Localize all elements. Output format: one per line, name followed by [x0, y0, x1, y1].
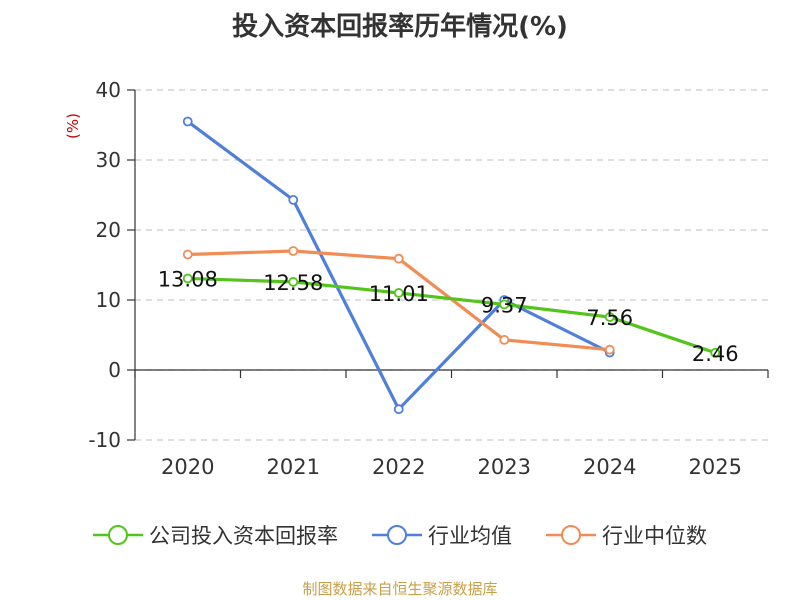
legend-label: 行业均值 — [428, 524, 512, 548]
legend: 公司投入资本回报率 行业均值 行业中位数 — [0, 520, 800, 550]
x-tick-label: 2025 — [689, 455, 742, 479]
data-label: 13.08 — [158, 267, 218, 291]
legend-item-industry-mean[interactable]: 行业均值 — [372, 520, 512, 550]
series-line — [186, 120, 611, 411]
data-point — [710, 347, 721, 358]
data-point — [499, 299, 510, 310]
legend-swatch-blue — [372, 525, 422, 545]
source-note: 制图数据来自恒生聚源数据库 — [302, 580, 498, 598]
legend-item-company[interactable]: 公司投入资本回报率 — [93, 520, 338, 550]
data-point — [393, 253, 404, 264]
y-tick-label: -10 — [88, 428, 121, 452]
legend-item-industry-median[interactable]: 行业中位数 — [546, 520, 707, 550]
data-point — [604, 312, 615, 322]
data-label: 9.37 — [481, 293, 528, 317]
legend-swatch-green — [93, 525, 143, 545]
data-point — [393, 288, 404, 298]
data-point — [288, 246, 299, 256]
axes: -10 0 10 20 30 40 2020 2021 2022 2023 2024 2025 (%) — [64, 78, 769, 479]
data-point — [288, 194, 299, 205]
legend-swatch-orange — [546, 525, 596, 545]
data-point — [182, 249, 193, 260]
data-point — [499, 334, 510, 345]
y-tick-label: 20 — [96, 218, 121, 242]
series-line — [187, 276, 716, 355]
data-label: 11.01 — [369, 282, 429, 306]
grid-lines — [135, 89, 768, 441]
data-point — [288, 277, 299, 287]
y-tick-label: 40 — [96, 78, 121, 102]
data-point — [182, 116, 193, 127]
x-tick-label: 2020 — [161, 455, 214, 479]
x-tick-label: 2024 — [583, 455, 636, 479]
data-label: 12.58 — [263, 271, 323, 295]
y-tick-label: 30 — [96, 148, 121, 172]
x-tick-label: 2021 — [267, 455, 320, 479]
x-tick-label: 2022 — [372, 455, 425, 479]
data-label: 2.46 — [692, 342, 739, 366]
legend-label: 行业中位数 — [602, 524, 707, 548]
data-point — [393, 404, 404, 415]
series — [182, 116, 721, 415]
data-labels: 13.08 12.58 11.01 9.37 7.56 2.46 — [158, 267, 739, 365]
y-axis-unit-label: (%) — [64, 113, 82, 139]
y-tick-label: 0 — [108, 358, 121, 382]
chart-title: 投入资本回报率历年情况(%) — [232, 12, 568, 42]
y-tick-label: 10 — [96, 288, 121, 312]
data-point — [604, 344, 615, 355]
data-point — [182, 273, 193, 284]
legend-label: 公司投入资本回报率 — [149, 524, 338, 548]
x-tick-label: 2023 — [478, 455, 531, 479]
data-label: 7.56 — [586, 306, 633, 330]
